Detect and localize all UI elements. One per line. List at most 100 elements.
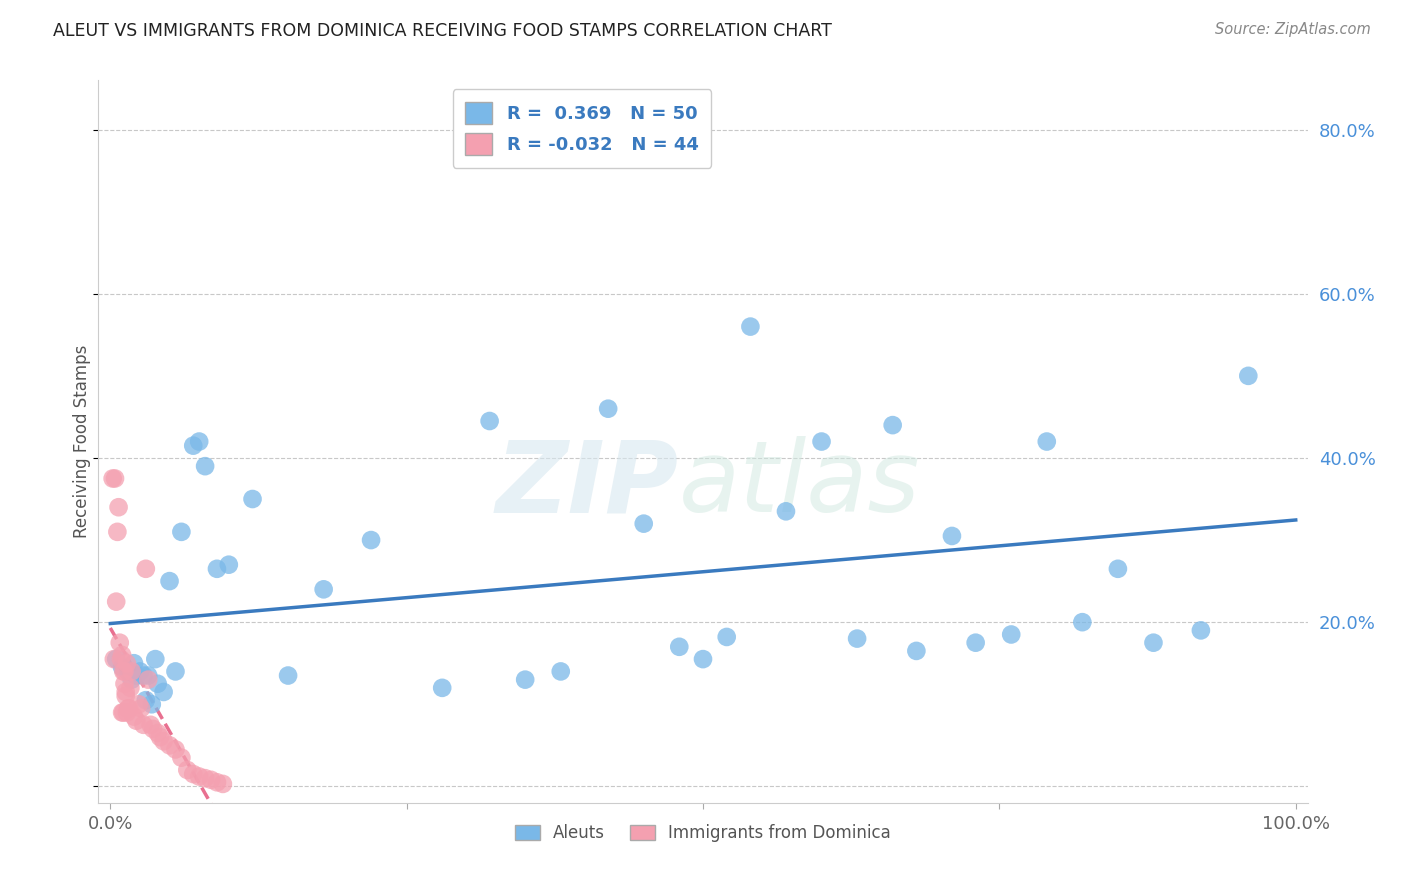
- Point: [165, 665, 187, 679]
- Point: [1142, 636, 1164, 650]
- Point: [122, 709, 145, 723]
- Point: [242, 491, 264, 506]
- Point: [146, 677, 169, 691]
- Y-axis label: Receiving Food Stamps: Receiving Food Stamps: [73, 345, 91, 538]
- Point: [142, 722, 165, 736]
- Point: [550, 665, 572, 679]
- Point: [120, 681, 142, 695]
- Point: [149, 730, 172, 744]
- Point: [111, 648, 134, 662]
- Point: [110, 652, 132, 666]
- Point: [107, 500, 129, 515]
- Point: [146, 726, 169, 740]
- Point: [218, 558, 240, 572]
- Point: [136, 673, 159, 687]
- Point: [740, 319, 762, 334]
- Point: [135, 562, 157, 576]
- Text: ZIP: ZIP: [496, 436, 679, 533]
- Point: [117, 665, 139, 679]
- Point: [478, 414, 501, 428]
- Point: [117, 701, 139, 715]
- Point: [118, 701, 141, 715]
- Point: [188, 434, 211, 449]
- Point: [105, 524, 128, 539]
- Point: [121, 673, 143, 687]
- Point: [111, 706, 134, 720]
- Point: [194, 459, 217, 474]
- Point: [129, 701, 152, 715]
- Point: [159, 574, 181, 588]
- Text: Source: ZipAtlas.com: Source: ZipAtlas.com: [1215, 22, 1371, 37]
- Point: [152, 734, 174, 748]
- Point: [312, 582, 335, 597]
- Point: [143, 652, 166, 666]
- Point: [114, 677, 136, 691]
- Point: [105, 652, 128, 666]
- Point: [633, 516, 655, 531]
- Point: [112, 706, 135, 720]
- Point: [716, 630, 738, 644]
- Point: [205, 562, 228, 576]
- Point: [170, 524, 193, 539]
- Point: [129, 665, 152, 679]
- Point: [114, 665, 136, 679]
- Point: [1237, 368, 1260, 383]
- Point: [114, 685, 136, 699]
- Point: [132, 718, 155, 732]
- Point: [1036, 434, 1059, 449]
- Point: [941, 529, 963, 543]
- Point: [176, 763, 198, 777]
- Point: [103, 652, 125, 666]
- Point: [122, 657, 145, 671]
- Point: [152, 685, 174, 699]
- Point: [128, 698, 150, 712]
- Point: [105, 594, 128, 608]
- Point: [159, 739, 181, 753]
- Point: [141, 698, 163, 712]
- Point: [200, 772, 222, 787]
- Point: [136, 668, 159, 682]
- Point: [1000, 627, 1022, 641]
- Point: [277, 668, 299, 682]
- Point: [132, 668, 155, 682]
- Point: [1071, 615, 1094, 630]
- Point: [668, 640, 690, 654]
- Point: [125, 668, 148, 682]
- Point: [692, 652, 714, 666]
- Point: [810, 434, 832, 449]
- Text: ALEUT VS IMMIGRANTS FROM DOMINICA RECEIVING FOOD STAMPS CORRELATION CHART: ALEUT VS IMMIGRANTS FROM DOMINICA RECEIV…: [53, 22, 832, 40]
- Point: [125, 714, 148, 728]
- Point: [775, 504, 797, 518]
- Point: [965, 636, 987, 650]
- Point: [212, 777, 235, 791]
- Point: [515, 673, 537, 687]
- Point: [139, 718, 162, 732]
- Point: [1107, 562, 1129, 576]
- Point: [181, 767, 204, 781]
- Point: [882, 418, 904, 433]
- Point: [114, 689, 136, 703]
- Point: [188, 770, 211, 784]
- Point: [194, 771, 217, 785]
- Point: [111, 660, 134, 674]
- Point: [360, 533, 382, 547]
- Point: [170, 750, 193, 764]
- Point: [101, 471, 124, 485]
- Point: [181, 439, 204, 453]
- Point: [846, 632, 869, 646]
- Point: [135, 693, 157, 707]
- Point: [115, 657, 138, 671]
- Point: [905, 644, 928, 658]
- Point: [165, 742, 187, 756]
- Point: [104, 471, 127, 485]
- Point: [115, 706, 138, 720]
- Legend: Aleuts, Immigrants from Dominica: Aleuts, Immigrants from Dominica: [508, 817, 898, 848]
- Point: [1189, 624, 1212, 638]
- Point: [121, 665, 143, 679]
- Point: [112, 665, 135, 679]
- Point: [598, 401, 620, 416]
- Text: atlas: atlas: [679, 436, 921, 533]
- Point: [432, 681, 454, 695]
- Point: [205, 775, 228, 789]
- Point: [108, 636, 131, 650]
